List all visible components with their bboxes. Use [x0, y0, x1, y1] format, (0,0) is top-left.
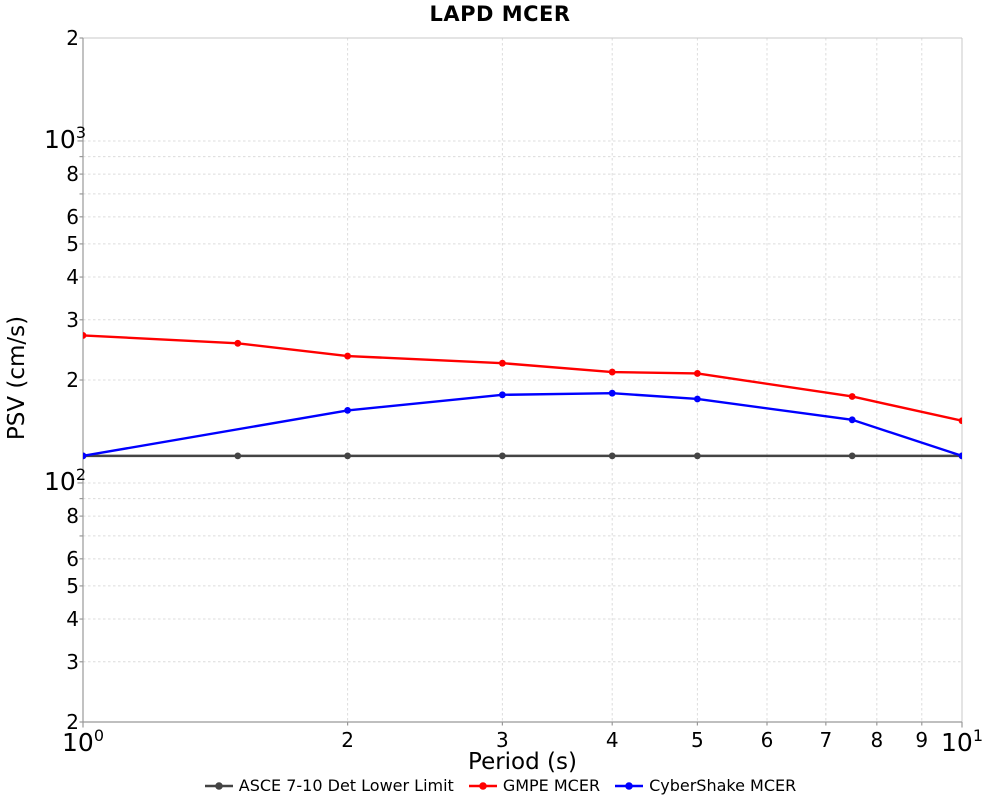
gridlines [83, 38, 962, 722]
y-axis-label: PSV (cm/s) [4, 315, 30, 441]
tick-label: 3 [66, 308, 79, 332]
tick-label: 3 [496, 728, 509, 752]
tick-label: 8 [870, 728, 883, 752]
data-point-marker [344, 406, 352, 414]
tick-label: 100 [62, 726, 104, 757]
tick-label: 4 [66, 265, 79, 289]
series-line [83, 391, 962, 458]
series-gmpe-mcer [83, 332, 962, 425]
series-line [83, 334, 962, 422]
legend-item: GMPE MCER [468, 776, 600, 795]
tick-label: 6 [66, 547, 79, 571]
tick-label: 4 [66, 607, 79, 631]
tick-label: 2 [341, 728, 354, 752]
tick-label: 102 [44, 465, 86, 496]
data-point-marker [234, 339, 242, 347]
tick-label: 8 [66, 162, 79, 186]
tick-label: 7 [819, 728, 832, 752]
legend-marker-icon [468, 781, 497, 790]
chart-title: LAPD MCER [429, 2, 571, 26]
tick-label: 5 [691, 728, 704, 752]
tick-label: 5 [66, 232, 79, 256]
legend-label: CyberShake MCER [649, 776, 797, 795]
data-point-marker [693, 395, 701, 403]
tick-label: 6 [761, 728, 774, 752]
series-asce-7-10-det-lower-limit [83, 452, 962, 460]
data-point-marker [344, 352, 352, 360]
tick-marks [77, 37, 963, 728]
tick-label: 2 [66, 710, 79, 734]
x-axis-label: Period (s) [468, 749, 577, 775]
tick-label: 8 [66, 504, 79, 528]
data-point-marker [848, 393, 856, 400]
legend-label: GMPE MCER [502, 776, 601, 795]
legend-marker-icon [615, 781, 644, 790]
data-point-marker [83, 452, 87, 460]
tick-label: 2 [66, 26, 79, 50]
tick-label: 5 [66, 574, 79, 598]
tick-label: 9 [915, 728, 928, 752]
data-point-marker [958, 452, 962, 460]
tick-label: 103 [44, 123, 86, 154]
data-point-marker [608, 368, 616, 376]
series-group [83, 332, 962, 460]
legend-item: ASCE 7-10 Det Lower Limit [204, 776, 454, 795]
data-point-marker [848, 452, 856, 460]
data-point-marker [83, 332, 87, 339]
tick-label: 3 [66, 650, 79, 674]
legend: ASCE 7-10 Det Lower Limit GMPE MCER CyberS… [0, 776, 1000, 795]
data-point-marker [234, 452, 242, 460]
legend-label: ASCE 7-10 Det Lower Limit [238, 776, 454, 795]
data-point-marker [608, 389, 616, 397]
series-cybershake-mcer [83, 389, 962, 460]
data-point-marker [498, 359, 506, 367]
data-point-marker [608, 452, 616, 460]
tick-label: 2 [66, 368, 79, 392]
data-point-marker [693, 370, 701, 377]
data-point-marker [498, 452, 506, 460]
data-point-marker [344, 452, 352, 460]
tick-label: 101 [941, 726, 983, 757]
legend-marker-icon [204, 781, 233, 790]
legend-item: CyberShake MCER [614, 776, 796, 795]
data-point-marker [498, 391, 506, 399]
tick-label: 4 [606, 728, 619, 752]
tick-label: 6 [66, 205, 79, 229]
data-point-marker [958, 417, 962, 425]
data-point-marker [848, 416, 856, 424]
data-point-marker [693, 452, 701, 460]
